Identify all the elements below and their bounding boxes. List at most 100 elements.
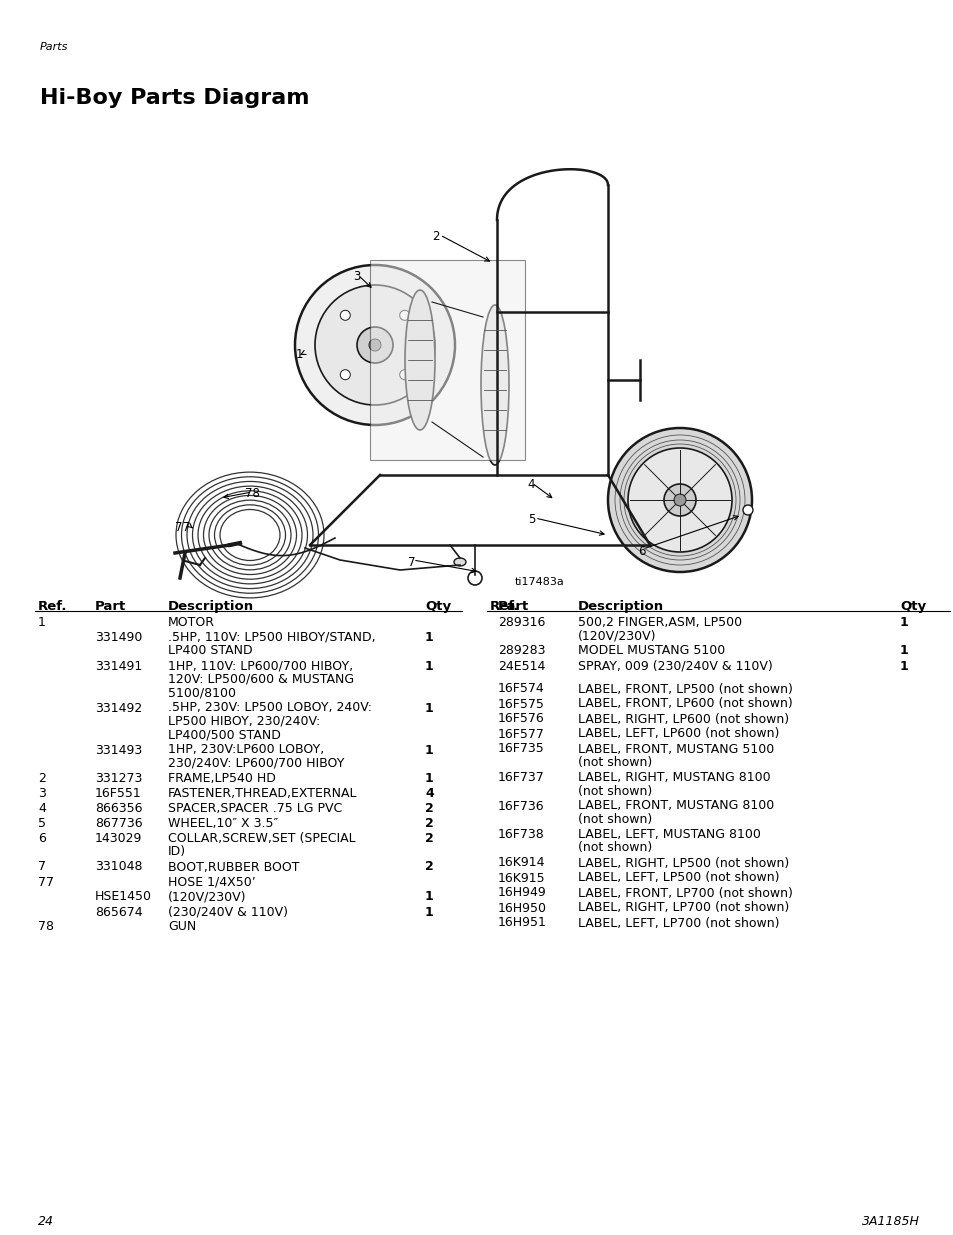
Circle shape xyxy=(340,310,350,320)
Text: 1: 1 xyxy=(424,659,434,673)
Text: 331048: 331048 xyxy=(95,861,142,873)
Text: 331493: 331493 xyxy=(95,743,142,757)
Text: ID): ID) xyxy=(168,846,186,858)
Ellipse shape xyxy=(454,558,465,566)
Text: 77: 77 xyxy=(38,876,54,888)
Text: SPACER,SPACER .75 LG PVC: SPACER,SPACER .75 LG PVC xyxy=(168,802,342,815)
Circle shape xyxy=(607,429,751,572)
Text: 2: 2 xyxy=(424,832,434,845)
Text: 4: 4 xyxy=(424,787,434,800)
Text: LABEL, LEFT, LP600 (not shown): LABEL, LEFT, LP600 (not shown) xyxy=(578,727,779,741)
Text: LABEL, LEFT, MUSTANG 8100: LABEL, LEFT, MUSTANG 8100 xyxy=(578,827,760,841)
Text: 1: 1 xyxy=(38,616,46,629)
Text: FRAME,LP540 HD: FRAME,LP540 HD xyxy=(168,772,275,785)
Text: 331490: 331490 xyxy=(95,631,142,643)
Text: 1: 1 xyxy=(899,616,908,629)
Text: 3: 3 xyxy=(38,787,46,800)
Text: 5: 5 xyxy=(38,818,46,830)
Text: 143029: 143029 xyxy=(95,832,142,845)
Text: (120V/230V): (120V/230V) xyxy=(168,890,246,904)
Text: LABEL, RIGHT, LP600 (not shown): LABEL, RIGHT, LP600 (not shown) xyxy=(578,713,788,725)
Text: 1HP, 230V:LP600 LOBOY,: 1HP, 230V:LP600 LOBOY, xyxy=(168,743,324,757)
Text: 331273: 331273 xyxy=(95,772,142,785)
Text: 1: 1 xyxy=(424,631,434,643)
Text: 1: 1 xyxy=(424,890,434,904)
Ellipse shape xyxy=(405,290,435,430)
Text: 16F576: 16F576 xyxy=(497,713,544,725)
Text: 867736: 867736 xyxy=(95,818,143,830)
Text: (230/240V & 110V): (230/240V & 110V) xyxy=(168,905,288,919)
Text: 331491: 331491 xyxy=(95,659,142,673)
Text: Qty: Qty xyxy=(899,600,925,613)
Text: 6: 6 xyxy=(638,545,645,558)
Text: .5HP, 110V: LP500 HIBOY/STAND,: .5HP, 110V: LP500 HIBOY/STAND, xyxy=(168,631,375,643)
Text: 1: 1 xyxy=(424,701,434,715)
Text: 24: 24 xyxy=(38,1215,54,1228)
Text: 1: 1 xyxy=(424,905,434,919)
Text: SPRAY, 009 (230/240V & 110V): SPRAY, 009 (230/240V & 110V) xyxy=(578,659,772,673)
Text: 2: 2 xyxy=(432,230,439,243)
Text: 77: 77 xyxy=(174,521,190,534)
Text: 289283: 289283 xyxy=(497,645,545,657)
Text: .5HP, 230V: LP500 LOBOY, 240V:: .5HP, 230V: LP500 LOBOY, 240V: xyxy=(168,701,372,715)
Text: LABEL, LEFT, LP500 (not shown): LABEL, LEFT, LP500 (not shown) xyxy=(578,872,779,884)
Circle shape xyxy=(356,327,393,363)
Text: 1HP, 110V: LP600/700 HIBOY,: 1HP, 110V: LP600/700 HIBOY, xyxy=(168,659,353,673)
Text: 4: 4 xyxy=(38,802,46,815)
Text: 2: 2 xyxy=(424,861,434,873)
Text: LP400/500 STAND: LP400/500 STAND xyxy=(168,729,280,741)
Text: LABEL, RIGHT, MUSTANG 8100: LABEL, RIGHT, MUSTANG 8100 xyxy=(578,771,770,784)
Text: 16F738: 16F738 xyxy=(497,827,544,841)
Text: Ref.: Ref. xyxy=(490,600,519,613)
Text: MOTOR: MOTOR xyxy=(168,616,214,629)
Text: ti17483a: ti17483a xyxy=(515,577,564,587)
Text: 230/240V: LP600/700 HIBOY: 230/240V: LP600/700 HIBOY xyxy=(168,757,344,769)
Text: LABEL, FRONT, MUSTANG 8100: LABEL, FRONT, MUSTANG 8100 xyxy=(578,799,774,813)
Text: MODEL MUSTANG 5100: MODEL MUSTANG 5100 xyxy=(578,645,724,657)
Circle shape xyxy=(399,310,409,320)
Text: Hi-Boy Parts Diagram: Hi-Boy Parts Diagram xyxy=(40,88,309,107)
Text: GUN: GUN xyxy=(168,920,196,934)
Text: FASTENER,THREAD,EXTERNAL: FASTENER,THREAD,EXTERNAL xyxy=(168,787,357,800)
Text: Part: Part xyxy=(95,600,126,613)
Text: 3: 3 xyxy=(353,270,360,283)
Ellipse shape xyxy=(480,305,509,466)
Circle shape xyxy=(314,285,435,405)
Text: 16F551: 16F551 xyxy=(95,787,142,800)
Text: 1: 1 xyxy=(899,645,908,657)
Text: LABEL, FRONT, LP500 (not shown): LABEL, FRONT, LP500 (not shown) xyxy=(578,683,792,695)
Text: Description: Description xyxy=(168,600,253,613)
Text: 5: 5 xyxy=(527,513,535,526)
Text: 1: 1 xyxy=(899,659,908,673)
Polygon shape xyxy=(370,261,524,459)
Text: 16F575: 16F575 xyxy=(497,698,544,710)
Text: 16F574: 16F574 xyxy=(497,683,544,695)
Text: Description: Description xyxy=(578,600,663,613)
Text: 16K914: 16K914 xyxy=(497,857,545,869)
Text: 6: 6 xyxy=(38,832,46,845)
Text: HSE1450: HSE1450 xyxy=(95,890,152,904)
Text: 2: 2 xyxy=(424,802,434,815)
Text: (not shown): (not shown) xyxy=(578,784,652,798)
Text: LABEL, FRONT, MUSTANG 5100: LABEL, FRONT, MUSTANG 5100 xyxy=(578,742,774,756)
Circle shape xyxy=(627,448,731,552)
Text: 24E514: 24E514 xyxy=(497,659,545,673)
Text: 1: 1 xyxy=(295,348,303,361)
Text: 331492: 331492 xyxy=(95,701,142,715)
Text: 4: 4 xyxy=(526,478,534,492)
Text: BOOT,RUBBER BOOT: BOOT,RUBBER BOOT xyxy=(168,861,299,873)
Text: 16F577: 16F577 xyxy=(497,727,544,741)
Text: 1: 1 xyxy=(424,743,434,757)
Text: 2: 2 xyxy=(38,772,46,785)
Text: 500,2 FINGER,ASM, LP500: 500,2 FINGER,ASM, LP500 xyxy=(578,616,741,629)
Text: LABEL, RIGHT, LP700 (not shown): LABEL, RIGHT, LP700 (not shown) xyxy=(578,902,788,914)
Text: 865674: 865674 xyxy=(95,905,143,919)
Text: WHEEL,10″ X 3.5″: WHEEL,10″ X 3.5″ xyxy=(168,818,278,830)
Text: 7: 7 xyxy=(38,861,46,873)
Circle shape xyxy=(340,369,350,379)
Text: LABEL, FRONT, LP600 (not shown): LABEL, FRONT, LP600 (not shown) xyxy=(578,698,792,710)
Text: LABEL, LEFT, LP700 (not shown): LABEL, LEFT, LP700 (not shown) xyxy=(578,916,779,930)
Text: Qty: Qty xyxy=(424,600,451,613)
Text: (not shown): (not shown) xyxy=(578,756,652,769)
Text: 16H949: 16H949 xyxy=(497,887,546,899)
